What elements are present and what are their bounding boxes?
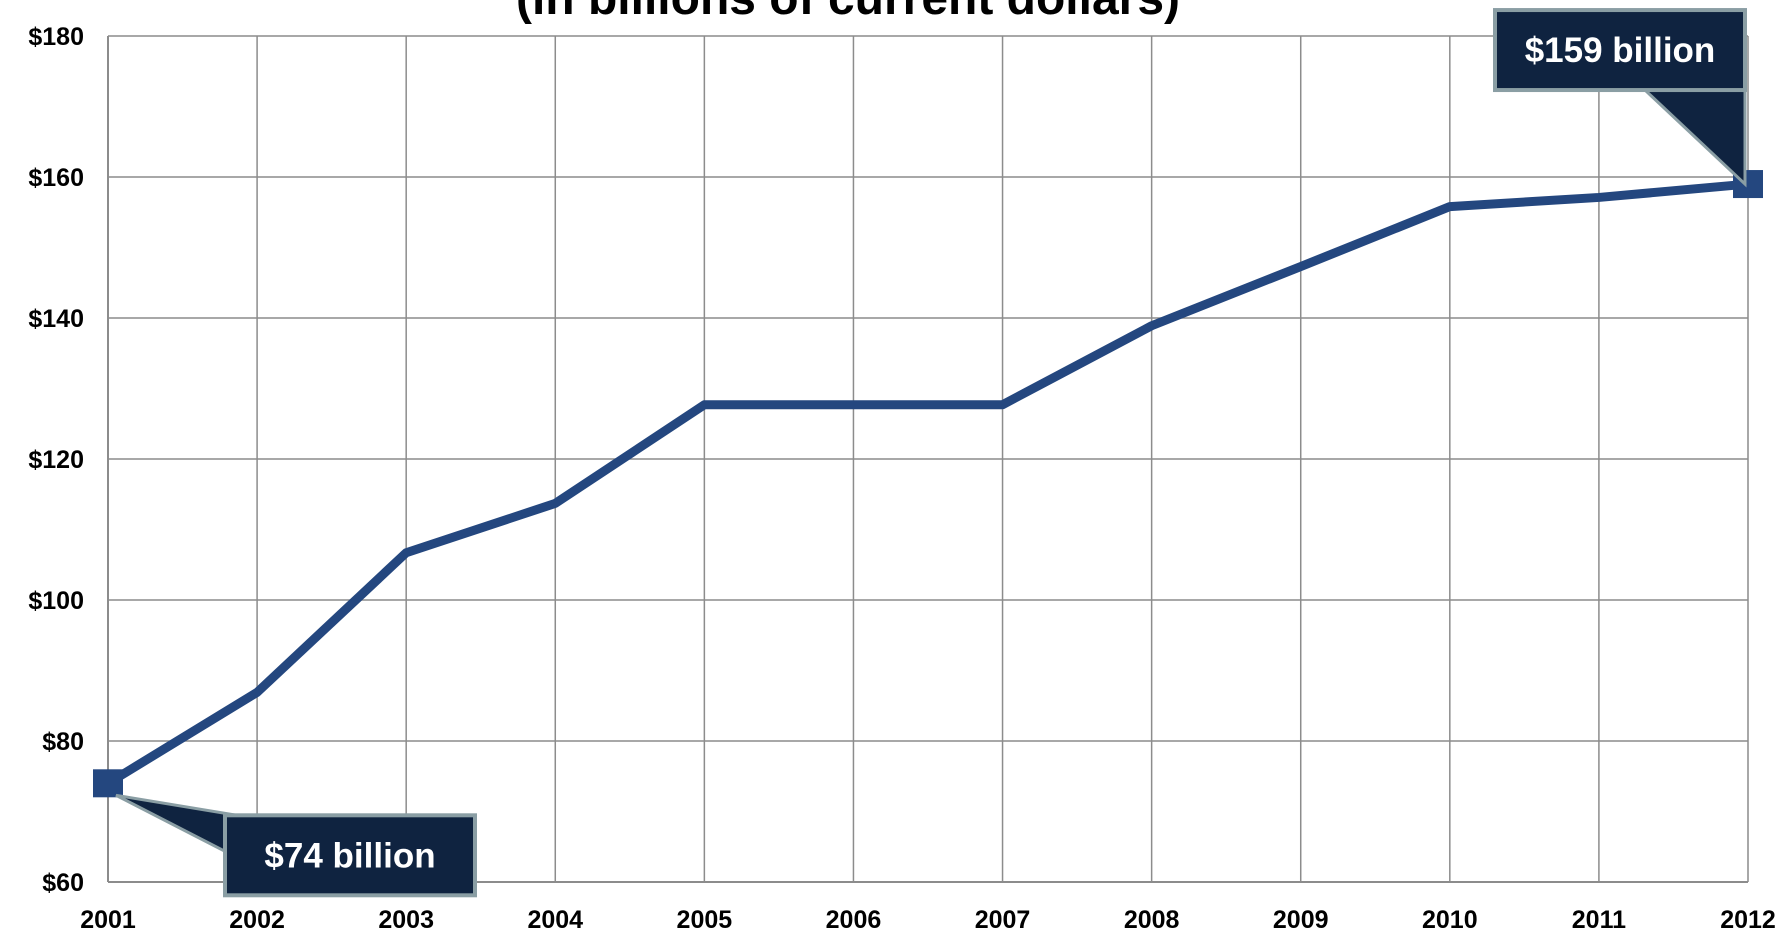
x-tick-label: 2004 [527,906,583,934]
x-tick-label: 2001 [80,906,136,934]
y-tick-label: $160 [28,164,84,192]
callout-box [1493,8,1747,93]
data-label: $74 billion [264,836,435,875]
x-tick-label: 2007 [975,906,1031,934]
x-tick-label: 2012 [1720,906,1776,934]
y-tick-label: $120 [28,446,84,474]
callout-box [223,813,477,898]
x-tick-label: 2008 [1124,906,1180,934]
x-tick-label: 2011 [1572,906,1626,934]
x-tick-label: 2005 [677,906,733,934]
y-tick-label: $80 [42,728,84,756]
callout: $159 billion [1493,8,1747,188]
x-tick-label: 2010 [1422,906,1478,934]
callout: $74 billion [115,793,477,898]
callout-tail [115,793,239,854]
grid [107,35,1749,883]
chart-title: (in billions of current dollars) [516,0,1180,25]
data-label: $159 billion [1525,31,1716,70]
x-tick-label: 2009 [1273,906,1329,934]
x-tick-label: 2006 [826,906,882,934]
x-tick-label: 2002 [229,906,285,934]
y-tick-label: $140 [28,305,84,333]
x-tick-label: 2003 [378,906,434,934]
y-tick-label: $100 [28,587,84,615]
y-tick-label: $180 [28,23,84,51]
line [105,179,1749,788]
point-marker [93,769,123,798]
y-tick-label: $60 [42,869,84,897]
